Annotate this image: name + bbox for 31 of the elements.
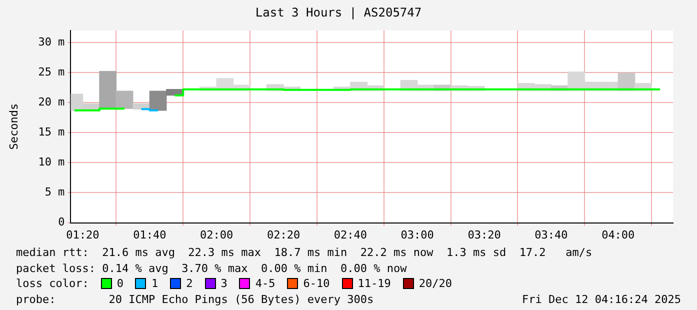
text: median rtt: 21.6 ms avg 22.3 ms max 18.7 ms min 22.2 ms now 1.3 ms sd 17.2 am/s [16,245,594,260]
legend-label: 6-10 [303,276,330,292]
x-tick-label: 04:00 [602,228,635,242]
legend-label: 2 [186,276,193,292]
x-tick-label: 01:20 [66,228,100,242]
legend-label: 1 [151,276,158,292]
x-tick-label: 02:40 [334,228,367,242]
y-tick-label: 30 m [38,35,66,48]
y-tick-label: 0 [58,216,65,229]
legend-title: loss color: [16,276,89,292]
y-tick-label: 5 m [44,186,66,199]
legend-label: 20/20 [418,276,452,292]
y-tick-label: 25 m [38,65,66,78]
x-tick-label: 03:00 [400,228,434,242]
x-tick-label: 02:00 [200,228,234,242]
legend-label: 4-5 [255,276,276,292]
x-tick-label: 01:40 [133,228,166,242]
chart-title: Last 3 Hours | AS205747 [255,5,422,20]
y-tick-label: 20 m [38,95,66,108]
legend-label: 11-19 [358,276,391,292]
x-tick-label: 02:20 [266,228,300,242]
x-tick-label: 03:20 [468,228,501,242]
legend-label: 3 [220,276,228,292]
y-tick-label: 10 m [38,156,66,169]
text: Fri Dec 12 04:16:24 2025 [522,292,681,307]
x-tick-label: 03:40 [534,228,568,242]
text: packet loss: 0.14 % avg 3.70 % max 0.00 % min 0.00 % now [16,260,408,276]
text: probe: 20 ICMP Echo Pings (56 Bytes) every 300s [16,292,374,307]
y-axis-title: Seconds [7,103,20,150]
legend-label: 0 [116,276,124,292]
y-tick-label: 15 m [38,125,66,138]
